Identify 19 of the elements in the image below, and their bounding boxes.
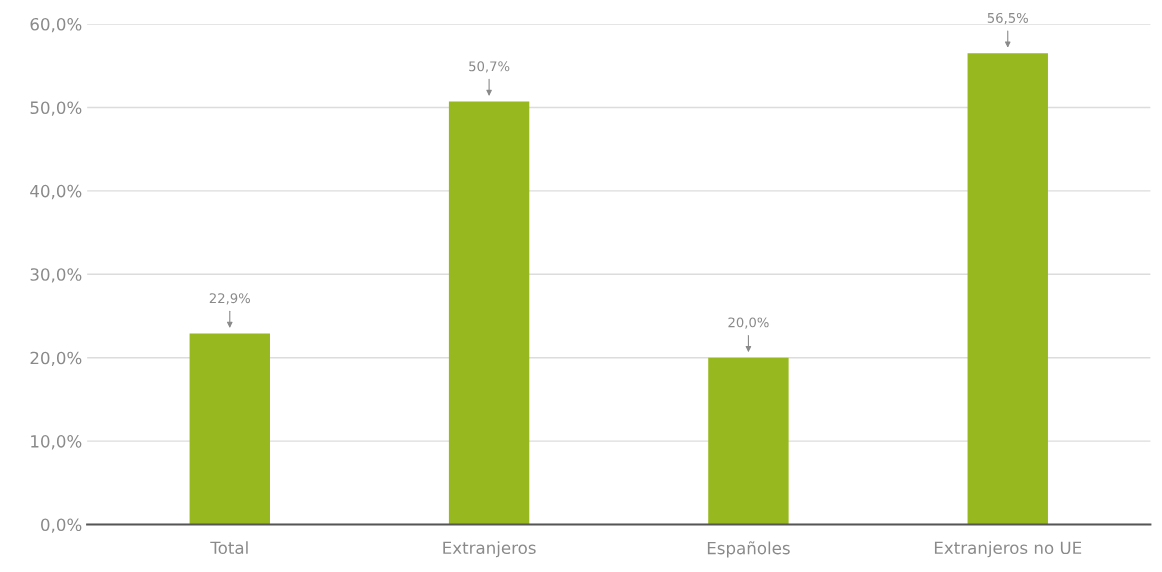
y-tick-label: 40,0% bbox=[30, 184, 82, 200]
bar bbox=[189, 333, 270, 525]
data-label: 20,0% bbox=[728, 317, 769, 329]
bar bbox=[967, 53, 1048, 525]
x-tick-label: Españoles bbox=[707, 541, 790, 558]
y-tick-label: 20,0% bbox=[30, 351, 82, 366]
y-tick-label: 50,0% bbox=[30, 101, 82, 116]
y-tick-label: 30,0% bbox=[30, 268, 82, 283]
bar bbox=[448, 101, 530, 525]
data-label: 56,5% bbox=[987, 12, 1028, 25]
x-tick-label: Extranjeros bbox=[443, 541, 536, 558]
x-tick-label: Extranjeros no UE bbox=[934, 541, 1082, 558]
data-label: 22,9% bbox=[209, 293, 251, 305]
data-label: 50,7% bbox=[469, 61, 510, 73]
x-tick-label: Total bbox=[210, 541, 248, 555]
y-tick-label: 0,0% bbox=[41, 518, 82, 533]
y-tick-label: 10,0% bbox=[31, 435, 82, 450]
y-tick-label: 60,0% bbox=[30, 17, 82, 33]
bar bbox=[708, 357, 789, 525]
